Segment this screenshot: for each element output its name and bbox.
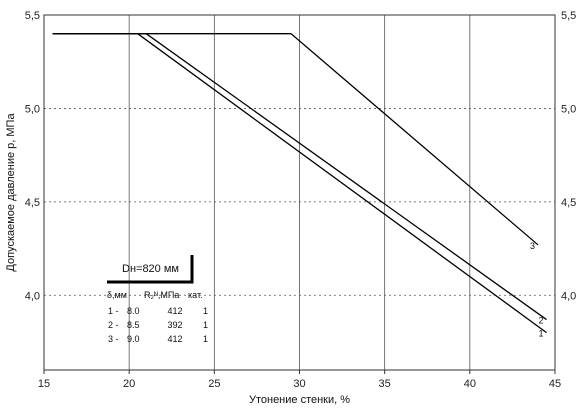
legend-rows: 1 - 8.0 412 1 2 - 8.5 392 1 3 - 9.0 412 1	[108, 306, 208, 344]
y-tick-label-right: 5,5	[561, 10, 576, 22]
series-label-2: 2	[538, 316, 543, 326]
legend-column-header: δ,мм	[107, 290, 127, 300]
legend-header: δ,мм R₂ᴺ,МПа кат.	[107, 290, 203, 300]
legend-cell: 1	[203, 320, 208, 330]
diameter-box-frame	[107, 255, 194, 284]
y-tick-label: 4,5	[25, 197, 40, 209]
y-axis-label: Допускаемое давление р, МПа	[5, 113, 17, 272]
legend-cell: 1 -	[108, 306, 119, 316]
series-layer	[52, 33, 547, 334]
x-tick-label: 45	[549, 378, 561, 390]
diameter-box: Dн=820 мм	[107, 255, 194, 284]
legend-cell: 1	[203, 306, 208, 316]
y-tick-label-right: 4,5	[561, 197, 576, 209]
y-axis-ticks-left: 4,0 4,5 5,0 5,5	[25, 10, 40, 302]
legend: Dн=820 мм δ,мм R₂ᴺ,МПа кат. 1 - 8.0 412 1 2 - 8…	[107, 255, 208, 344]
y-tick-label: 4,0	[25, 290, 40, 302]
legend-cell: 2 -	[108, 320, 119, 330]
legend-cell: 3 -	[108, 334, 119, 344]
y-tick-label-right: 4,0	[561, 290, 576, 302]
series-label-3: 3	[530, 241, 535, 251]
series-line-3	[52, 33, 539, 246]
x-tick-label: 35	[379, 378, 391, 390]
series-label-1: 1	[538, 329, 543, 339]
legend-cell: 8.5	[127, 320, 140, 330]
y-tick-label-right: 5,0	[561, 103, 576, 115]
legend-cell: 392	[167, 320, 182, 330]
legend-row: 3 - 9.0 412 1	[108, 334, 208, 344]
legend-cell: 9.0	[127, 334, 140, 344]
legend-cell: 1	[203, 334, 208, 344]
y-tick-label: 5,0	[25, 103, 40, 115]
x-tick-label: 40	[464, 378, 476, 390]
legend-column-header: R₂ᴺ,МПа	[144, 290, 179, 300]
legend-row: 1 - 8.0 412 1	[108, 306, 208, 316]
x-tick-label: 15	[38, 378, 50, 390]
legend-row: 2 - 8.5 392 1	[108, 320, 208, 330]
diameter-label: Dн=820 мм	[122, 263, 179, 275]
x-tick-label: 20	[123, 378, 135, 390]
x-axis-label: Утонение стенки, %	[249, 394, 350, 406]
x-tick-label: 30	[293, 378, 305, 390]
y-axis-ticks-right: 4,0 4,5 5,0 5,5	[561, 10, 576, 302]
y-tick-label: 5,5	[25, 10, 40, 22]
x-tick-label: 25	[208, 378, 220, 390]
legend-cell: 8.0	[127, 306, 140, 316]
series-labels: 1 2 3	[530, 241, 544, 339]
x-axis-ticks: 15 20 25 30 35 40 45	[38, 370, 561, 390]
legend-column-header: кат.	[188, 290, 203, 300]
legend-cell: 412	[167, 334, 182, 344]
legend-cell: 412	[167, 306, 182, 316]
grid	[44, 15, 555, 370]
